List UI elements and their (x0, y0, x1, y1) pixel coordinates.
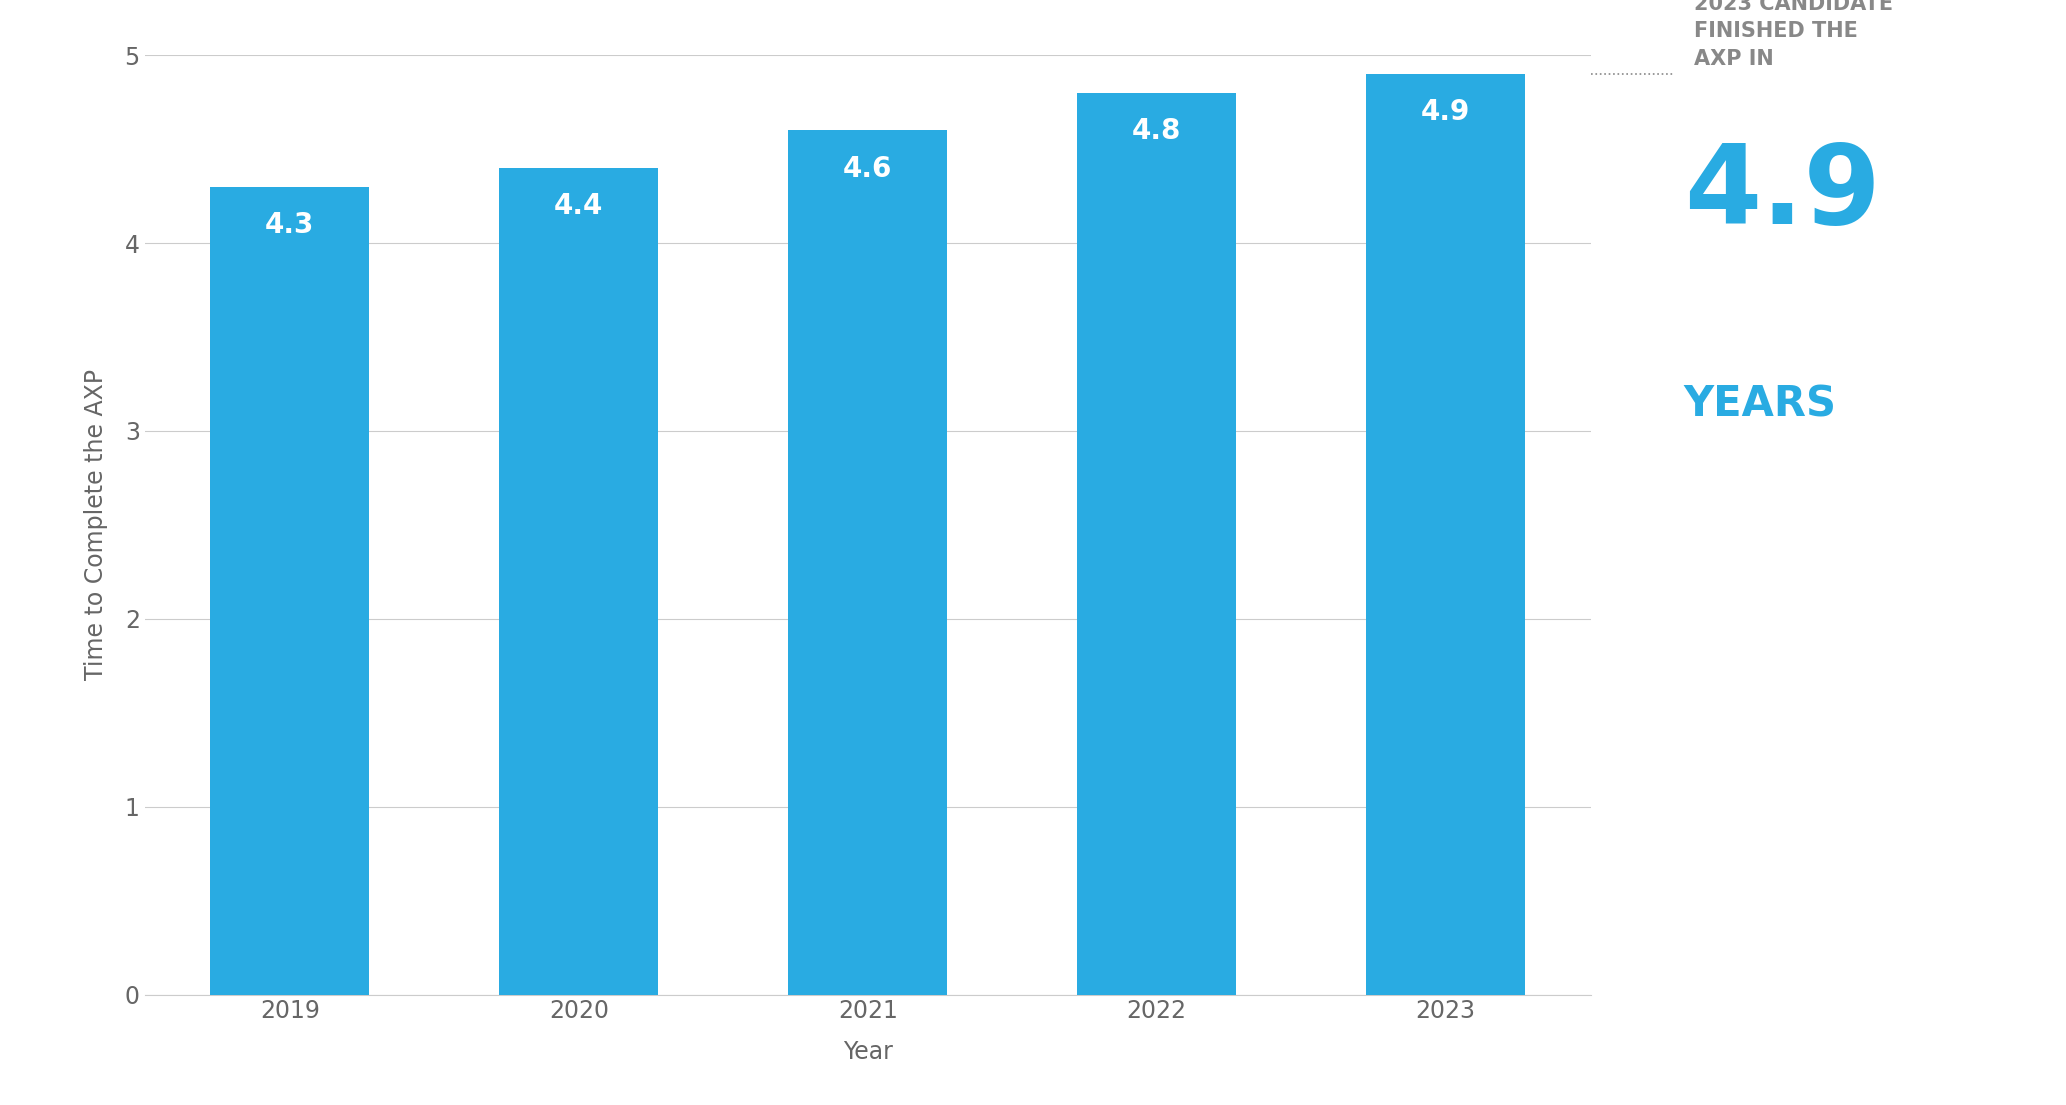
Bar (1076, 93, 1235, 995)
X-axis label: Year: Year (843, 1040, 893, 1064)
Bar (789, 130, 946, 994)
Text: 4.9: 4.9 (1421, 98, 1471, 126)
Text: 4.4: 4.4 (554, 192, 603, 220)
Text: THE AVERAGE
2023 CANDIDATE
FINISHED THE
AXP IN: THE AVERAGE 2023 CANDIDATE FINISHED THE … (1694, 0, 1892, 69)
Text: YEARS: YEARS (1684, 383, 1837, 425)
Y-axis label: Time to Complete the AXP: Time to Complete the AXP (85, 369, 107, 681)
Bar (1366, 74, 1525, 994)
Bar (211, 187, 370, 994)
Text: 4.9: 4.9 (1684, 140, 1880, 248)
Text: 4.3: 4.3 (264, 211, 314, 239)
Text: 4.6: 4.6 (843, 155, 893, 182)
Text: 4.8: 4.8 (1132, 117, 1182, 145)
Bar (500, 168, 659, 994)
